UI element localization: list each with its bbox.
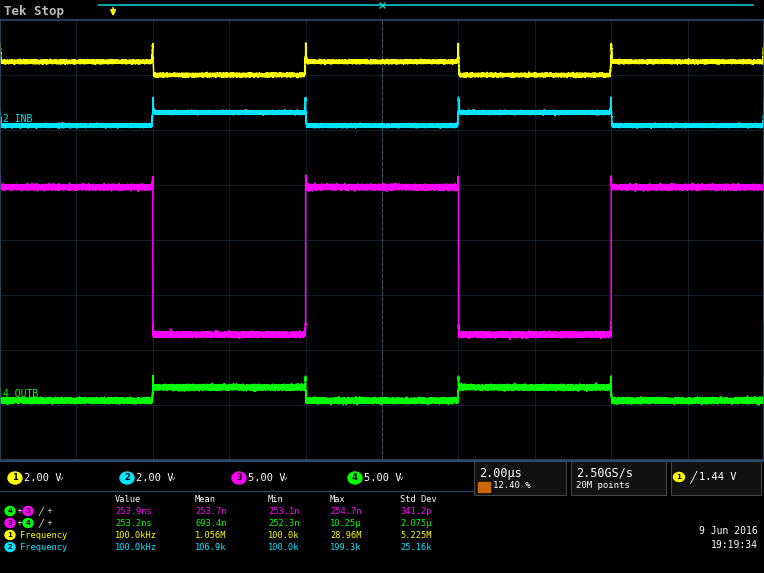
Ellipse shape [23, 519, 33, 528]
Text: 2.00 V: 2.00 V [136, 473, 173, 483]
Text: 2.50GS/s: 2.50GS/s [576, 466, 633, 480]
Bar [478, 482, 490, 492]
Text: ᵥ: ᵥ [172, 473, 176, 482]
Text: Min: Min [268, 494, 283, 504]
Text: 20M points: 20M points [576, 481, 630, 490]
Text: 1: 1 [12, 473, 18, 482]
Text: +: + [46, 508, 52, 514]
Text: ᵥ: ᵥ [60, 473, 63, 482]
Text: 3: 3 [8, 520, 12, 526]
Text: 100.0kHz: 100.0kHz [115, 543, 157, 551]
Text: 9 Jun 2016: 9 Jun 2016 [699, 526, 758, 536]
Text: 1: 1 [677, 474, 681, 480]
Text: 1: 1 [8, 532, 12, 538]
Text: ᵥ: ᵥ [400, 473, 403, 482]
Text: 3: 3 [25, 508, 31, 514]
Text: 2 INB: 2 INB [3, 114, 32, 124]
Text: 4: 4 [352, 473, 358, 482]
Text: Max: Max [330, 494, 346, 504]
Ellipse shape [5, 519, 15, 528]
Text: 106.9k: 106.9k [195, 543, 226, 551]
Text: 4: 4 [8, 508, 12, 514]
Text: 25.16k: 25.16k [400, 543, 432, 551]
Ellipse shape [674, 473, 685, 481]
Text: Std Dev: Std Dev [400, 494, 437, 504]
Text: 253.7n: 253.7n [195, 507, 226, 516]
Text: 2: 2 [124, 473, 130, 482]
Ellipse shape [5, 543, 15, 551]
Text: 5.00 V: 5.00 V [248, 473, 286, 483]
Text: 693.4n: 693.4n [195, 519, 226, 528]
Text: 252.3n: 252.3n [268, 519, 299, 528]
Text: 10.25μ: 10.25μ [330, 519, 361, 528]
Text: 253.2ns: 253.2ns [115, 519, 152, 528]
Text: ╱: ╱ [38, 507, 43, 516]
Text: 4: 4 [25, 520, 31, 526]
Text: 3: 3 [236, 473, 242, 482]
Text: +: + [16, 508, 22, 514]
Text: 2.075μ: 2.075μ [400, 519, 432, 528]
Text: 4 OUTB: 4 OUTB [3, 389, 38, 399]
Text: 254.7n: 254.7n [330, 507, 361, 516]
Text: 100.0k: 100.0k [268, 543, 299, 551]
Text: 100.0kHz: 100.0kHz [115, 531, 157, 540]
Text: ╱: ╱ [687, 470, 698, 484]
Text: Value: Value [115, 494, 141, 504]
Bar [671, 461, 761, 495]
Ellipse shape [8, 472, 22, 484]
Text: 2.00 V: 2.00 V [24, 473, 61, 483]
Ellipse shape [348, 472, 362, 484]
Text: Mean: Mean [195, 494, 216, 504]
Text: 100.0k: 100.0k [268, 531, 299, 540]
Text: 2.00μs: 2.00μs [479, 466, 522, 480]
Ellipse shape [5, 531, 15, 540]
Text: ᵥ: ᵥ [284, 473, 287, 482]
Text: 12.40 %: 12.40 % [493, 481, 531, 490]
Text: 5.00 V: 5.00 V [364, 473, 402, 483]
Text: Frequency: Frequency [20, 543, 67, 551]
Text: 253.1n: 253.1n [268, 507, 299, 516]
Text: 341.2p: 341.2p [400, 507, 432, 516]
Text: Tek Stop: Tek Stop [4, 5, 64, 18]
Text: 5.225M: 5.225M [400, 531, 432, 540]
Text: 199.3k: 199.3k [330, 543, 361, 551]
Text: 2: 2 [8, 544, 12, 550]
Text: Frequency: Frequency [20, 531, 67, 540]
Ellipse shape [23, 507, 33, 516]
Bar [571, 461, 666, 495]
Ellipse shape [232, 472, 246, 484]
Text: +: + [16, 520, 22, 526]
Ellipse shape [5, 507, 15, 516]
Bar [474, 461, 566, 495]
Text: 253.9ns: 253.9ns [115, 507, 152, 516]
Text: 1.44 V: 1.44 V [699, 472, 736, 482]
Text: 1.056M: 1.056M [195, 531, 226, 540]
Text: 28.96M: 28.96M [330, 531, 361, 540]
Text: +: + [46, 520, 52, 526]
Ellipse shape [120, 472, 134, 484]
Text: ╱: ╱ [38, 519, 43, 528]
Text: 19:19:34: 19:19:34 [711, 540, 758, 550]
